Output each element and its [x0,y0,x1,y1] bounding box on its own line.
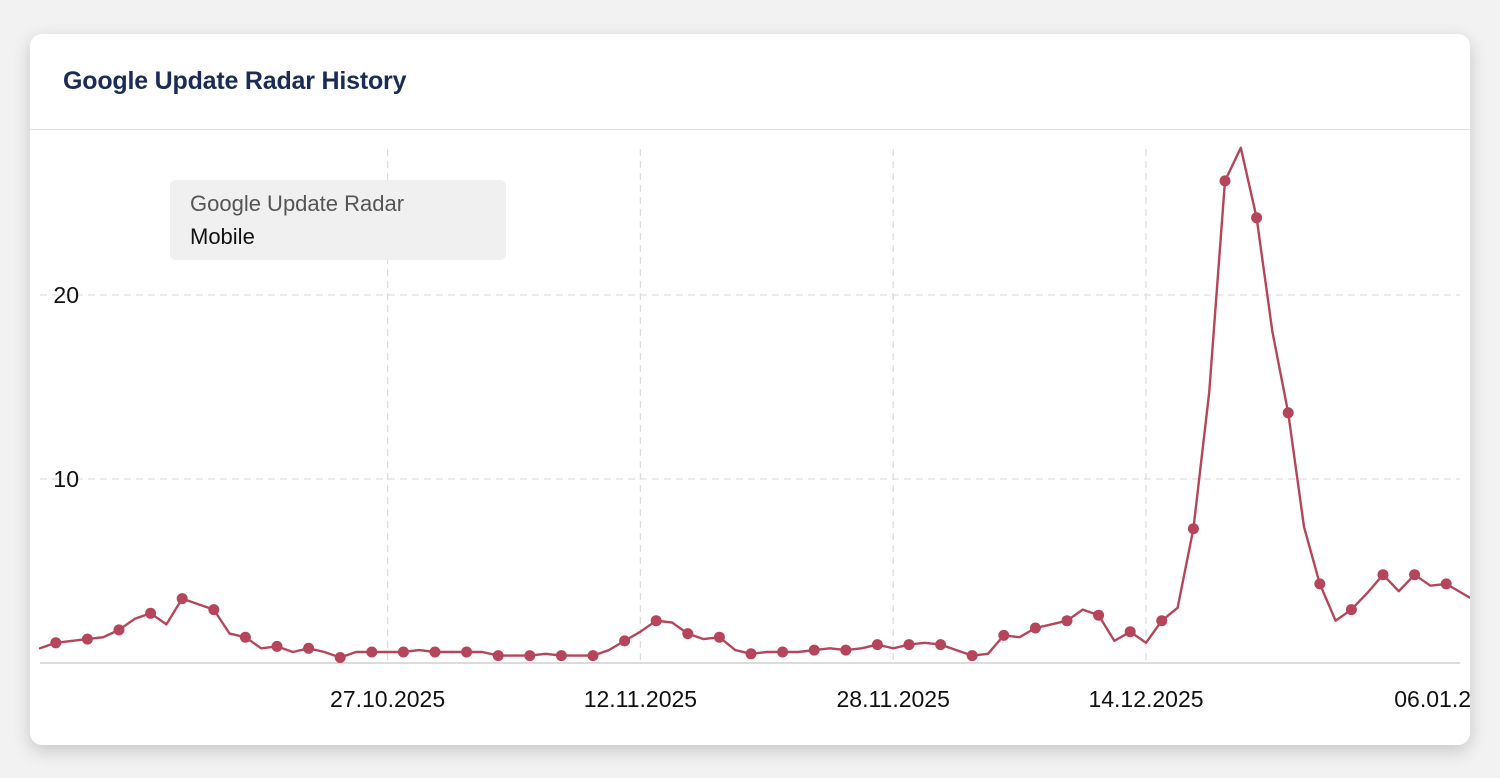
data-point[interactable] [429,646,441,658]
data-point[interactable] [808,644,820,656]
data-point[interactable] [998,629,1010,641]
legend-title: Google Update Radar [190,191,405,216]
data-point[interactable] [1156,615,1168,627]
data-point[interactable] [1440,578,1452,590]
data-point[interactable] [303,642,315,654]
data-point[interactable] [239,631,251,643]
data-point[interactable] [50,637,62,649]
data-point[interactable] [1187,523,1199,535]
data-point[interactable] [81,633,93,645]
data-point[interactable] [461,646,473,658]
data-point[interactable] [1314,578,1326,590]
data-point[interactable] [1029,622,1041,634]
data-point[interactable] [1124,626,1136,638]
data-point[interactable] [524,650,536,662]
data-point[interactable] [935,639,947,651]
data-point[interactable] [492,650,504,662]
data-point[interactable] [555,650,567,662]
label-layer: 10 20 27.10.2025 12.11.2025 28.11.2025 14.12.… [53,282,1470,712]
x-tick-label: 14.12.2025 [1088,686,1203,712]
data-point[interactable] [840,644,852,656]
data-point[interactable] [145,607,157,619]
data-point[interactable] [334,652,346,663]
x-tick-label: 28.11.2025 [836,686,949,712]
legend: Google Update Radar Mobile [170,180,506,260]
card-header: Google Update Radar History [30,34,1470,130]
y-tick-label: 10 [53,466,79,492]
x-tick-label: 12.11.2025 [584,686,697,712]
data-point[interactable] [682,628,694,640]
data-point[interactable] [366,646,378,658]
data-point[interactable] [650,615,662,627]
data-point[interactable] [1409,569,1421,581]
x-tick-label: 27.10.2025 [330,686,445,712]
series-line-mobile [38,146,1470,659]
data-point[interactable] [619,635,631,647]
data-point[interactable] [113,624,125,636]
card-title: Google Update Radar History [63,67,407,95]
data-point[interactable] [777,646,789,658]
data-point[interactable] [1061,615,1073,627]
data-point[interactable] [871,639,883,651]
data-point[interactable] [271,640,283,652]
line-chart: 10 20 27.10.2025 12.11.2025 28.11.2025 14.12.… [38,146,1470,712]
data-point[interactable] [745,648,757,660]
data-point[interactable] [587,650,599,662]
data-point[interactable] [903,639,915,651]
data-point[interactable] [966,650,978,662]
data-point[interactable] [1219,175,1231,187]
y-tick-label: 20 [53,282,79,308]
data-point[interactable] [1377,569,1389,581]
x-tick-label: 06.01.2026 [1394,686,1470,712]
data-point[interactable] [208,604,220,616]
chart-card: Google Update Radar History 10 20 27.10.20… [30,34,1470,745]
data-point[interactable] [397,646,409,658]
data-point[interactable] [1282,407,1294,419]
data-point[interactable] [1093,609,1105,621]
legend-series-label: Mobile [190,224,255,249]
series-layer [38,146,1470,663]
data-point[interactable] [1251,212,1263,224]
data-point[interactable] [713,631,725,643]
data-point[interactable] [1345,604,1357,616]
data-point[interactable] [176,593,188,605]
